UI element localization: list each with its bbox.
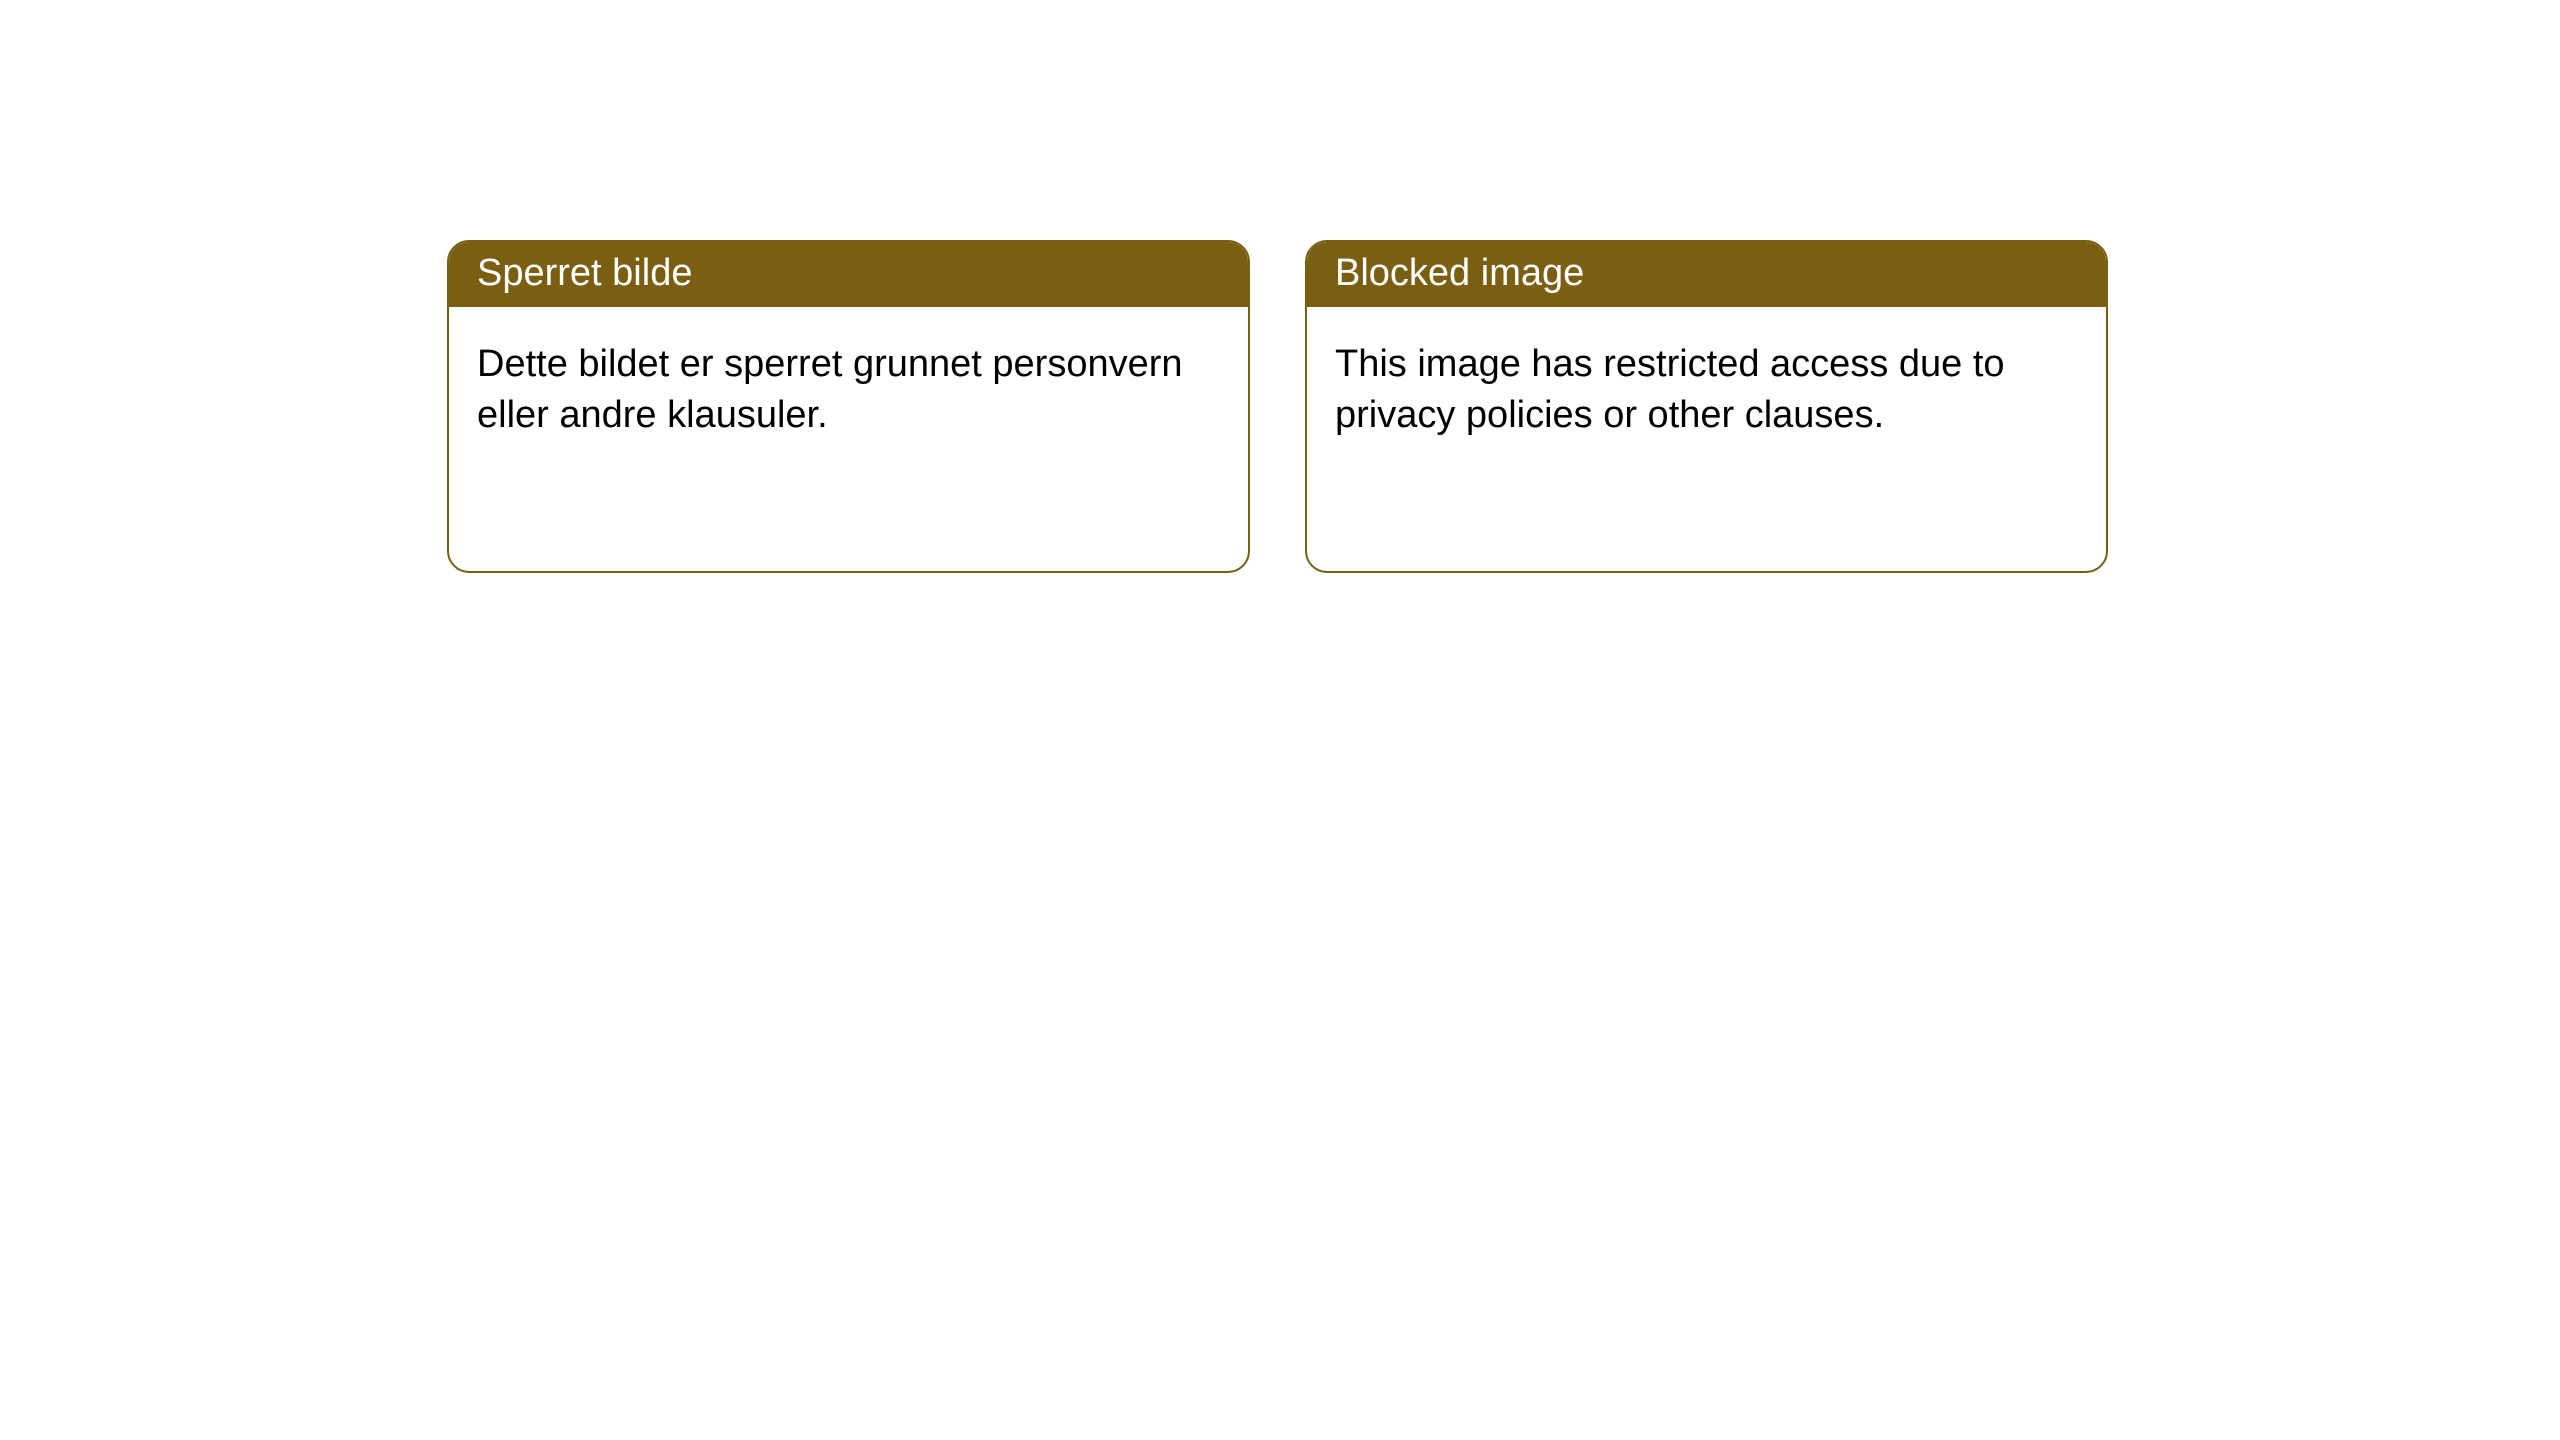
card-body-text: Dette bildet er sperret grunnet personve… — [477, 343, 1183, 436]
card-body: Dette bildet er sperret grunnet personve… — [449, 307, 1248, 474]
notice-card-english: Blocked image This image has restricted … — [1305, 240, 2108, 573]
card-body: This image has restricted access due to … — [1307, 307, 2106, 474]
card-body-text: This image has restricted access due to … — [1335, 343, 2005, 436]
notice-card-norwegian: Sperret bilde Dette bildet er sperret gr… — [447, 240, 1250, 573]
card-title: Sperret bilde — [477, 252, 692, 294]
notice-cards-container: Sperret bilde Dette bildet er sperret gr… — [447, 240, 2108, 573]
card-title: Blocked image — [1335, 252, 1584, 294]
card-header: Sperret bilde — [449, 242, 1248, 307]
card-header: Blocked image — [1307, 242, 2106, 307]
